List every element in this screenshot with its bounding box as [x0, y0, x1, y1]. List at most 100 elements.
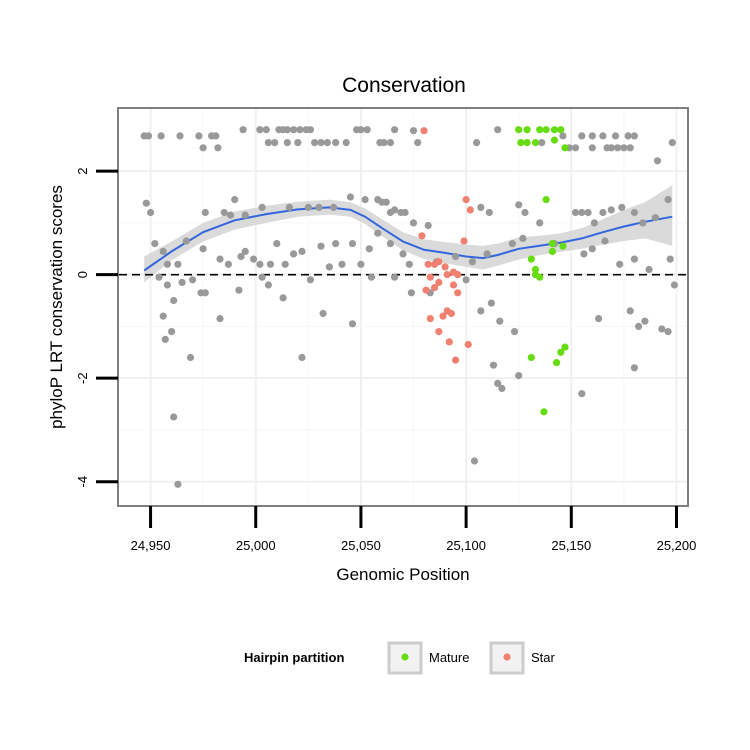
data-point-mature: [561, 343, 569, 351]
data-point-other: [588, 132, 596, 140]
legend-title: Hairpin partition: [244, 650, 344, 665]
data-point-other: [386, 139, 394, 147]
data-point-other: [363, 126, 371, 134]
confidence-band-layer: [144, 185, 673, 283]
data-point-other: [157, 132, 165, 140]
data-point-other: [538, 139, 546, 147]
data-point-other: [262, 126, 270, 134]
data-point-other: [382, 198, 390, 206]
data-point-mature: [548, 240, 557, 248]
data-point-other: [315, 203, 323, 211]
data-point-star: [447, 309, 455, 318]
data-point-other: [588, 144, 596, 152]
data-point-other: [306, 126, 314, 134]
data-point-other: [220, 208, 228, 217]
data-point-other: [666, 255, 674, 263]
data-point-other: [508, 240, 516, 248]
data-point-other: [670, 281, 679, 289]
data-point-other: [279, 294, 287, 302]
data-point-mature: [515, 126, 523, 134]
data-point-other: [494, 379, 502, 387]
data-point-other: [163, 260, 171, 268]
data-point-other: [578, 390, 586, 398]
data-point-other: [195, 132, 203, 140]
data-point-other: [487, 299, 495, 307]
data-point-other: [176, 132, 184, 140]
data-point-other: [639, 219, 647, 227]
x-tick-label: 25,200: [657, 538, 697, 553]
data-point-mature: [517, 139, 525, 147]
data-point-other: [189, 276, 197, 284]
x-tick-label: 25,150: [551, 538, 591, 553]
data-point-other: [599, 208, 607, 217]
data-point-other: [273, 240, 281, 248]
series-other: [140, 126, 679, 488]
data-point-other: [264, 281, 272, 289]
confidence-band: [144, 185, 673, 283]
data-point-other: [653, 157, 662, 165]
x-tick-label: 25,100: [446, 538, 486, 553]
loess-smooth-line: [143, 206, 673, 272]
data-point-other: [159, 247, 167, 255]
data-point-other: [473, 139, 481, 147]
data-point-other: [338, 260, 346, 268]
data-point-other: [346, 193, 354, 201]
data-point-other: [668, 139, 676, 147]
data-point-mature: [540, 408, 548, 416]
data-point-other: [424, 221, 432, 230]
data-point-other: [494, 126, 502, 134]
data-point-other: [325, 263, 333, 271]
data-point-other: [405, 260, 413, 268]
legend-swatch-mature: [401, 653, 409, 661]
points-layer: [140, 126, 679, 488]
data-point-other: [452, 252, 460, 261]
data-point-other: [588, 245, 596, 253]
data-point-other: [170, 413, 178, 421]
data-point-star: [454, 289, 462, 297]
data-point-other: [271, 139, 279, 147]
data-point-mature: [550, 136, 559, 144]
data-point-other: [664, 196, 672, 204]
data-point-star: [462, 196, 470, 204]
data-point-other: [559, 132, 567, 140]
data-point-other: [290, 126, 298, 134]
data-point-mature: [527, 353, 535, 362]
data-point-other: [296, 126, 304, 134]
plot-panel-border: [117, 107, 689, 507]
data-point-other: [266, 260, 275, 268]
x-axis-title: Genomic Position: [336, 565, 469, 584]
y-tick-label: 0: [75, 271, 90, 278]
data-point-other: [580, 250, 588, 258]
data-point-other: [239, 126, 247, 134]
data-point-other: [367, 273, 375, 281]
data-point-other: [306, 276, 314, 284]
data-point-other: [618, 203, 626, 211]
data-point-other: [311, 139, 319, 147]
data-point-star: [466, 206, 474, 214]
data-point-other: [386, 240, 394, 248]
data-point-other: [142, 199, 150, 207]
data-point-other: [626, 307, 634, 315]
data-point-other: [201, 208, 209, 217]
data-point-mature: [523, 139, 531, 147]
y-tick-label: -2: [75, 372, 90, 384]
data-point-star: [426, 273, 434, 281]
data-point-other: [182, 237, 190, 245]
data-point-other: [186, 353, 195, 362]
x-axis: 24,950 25,000 25,050 25,100 25,150 25,200: [131, 506, 697, 553]
data-point-other: [515, 372, 523, 380]
data-point-star: [460, 237, 468, 245]
data-point-other: [281, 260, 289, 268]
data-point-other: [620, 144, 628, 152]
data-point-other: [357, 260, 365, 268]
data-point-other: [256, 126, 264, 134]
data-point-other: [159, 312, 167, 320]
data-point-other: [630, 208, 639, 217]
data-point-other: [241, 247, 249, 255]
data-point-star: [435, 278, 443, 286]
data-point-mature: [557, 126, 565, 134]
data-point-other: [630, 132, 639, 140]
data-point-other: [641, 317, 649, 325]
data-point-other: [147, 208, 155, 217]
